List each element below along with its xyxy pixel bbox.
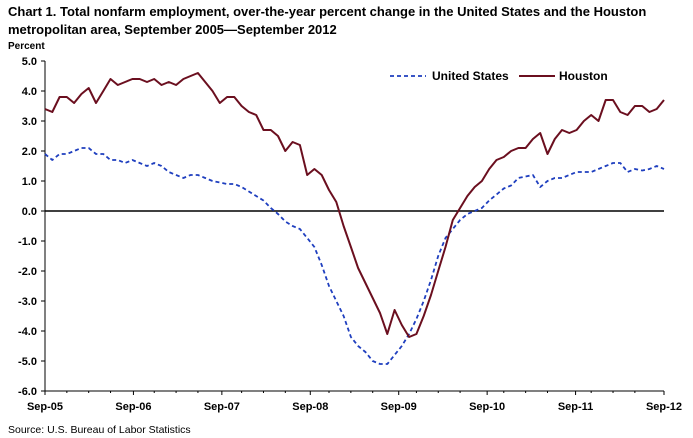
x-tick-label: Sep-06 xyxy=(115,401,151,413)
y-tick-label: -1.0 xyxy=(18,236,37,248)
y-tick-label: 2.0 xyxy=(22,146,37,158)
x-tick-label: Sep-07 xyxy=(204,401,240,413)
y-tick-label: -4.0 xyxy=(18,326,37,338)
y-tick-label: -2.0 xyxy=(18,266,37,278)
y-axis-label: Percent xyxy=(8,41,45,52)
y-tick-label: -6.0 xyxy=(18,386,37,398)
series-line-united-states xyxy=(44,147,665,365)
y-tick-label: 5.0 xyxy=(22,56,37,68)
y-tick-label: 0.0 xyxy=(22,206,37,218)
series-layer xyxy=(44,72,665,365)
y-tick-label: 3.0 xyxy=(22,116,37,128)
x-tick-label: Sep-12 xyxy=(646,401,682,413)
source-note: Source: U.S. Bureau of Labor Statistics xyxy=(8,424,191,436)
x-tick-label: Sep-10 xyxy=(469,401,505,413)
chart-axes: 5.0 4.0 3.0 2.0 1.0 0.0 -1.0 -2.0 -3.0 -4.0 -5.0 -6… xyxy=(18,56,682,413)
x-tick-label: Sep-11 xyxy=(558,401,593,413)
y-tick-label: -3.0 xyxy=(18,296,37,308)
series-line-houston xyxy=(44,72,665,338)
legend-label-united-states: United States xyxy=(432,69,509,83)
legend-label-houston: Houston xyxy=(559,69,608,83)
y-tick-label: 4.0 xyxy=(22,86,37,98)
y-tick-label: 1.0 xyxy=(22,176,37,188)
chart-legend: United States Houston xyxy=(390,69,608,83)
x-tick-label: Sep-05 xyxy=(27,401,63,413)
x-tick-label: Sep-09 xyxy=(381,401,417,413)
y-tick-label: -5.0 xyxy=(18,356,37,368)
chart-title: Chart 1. Total nonfarm employment, over-… xyxy=(8,4,647,37)
x-tick-label: Sep-08 xyxy=(292,401,328,413)
